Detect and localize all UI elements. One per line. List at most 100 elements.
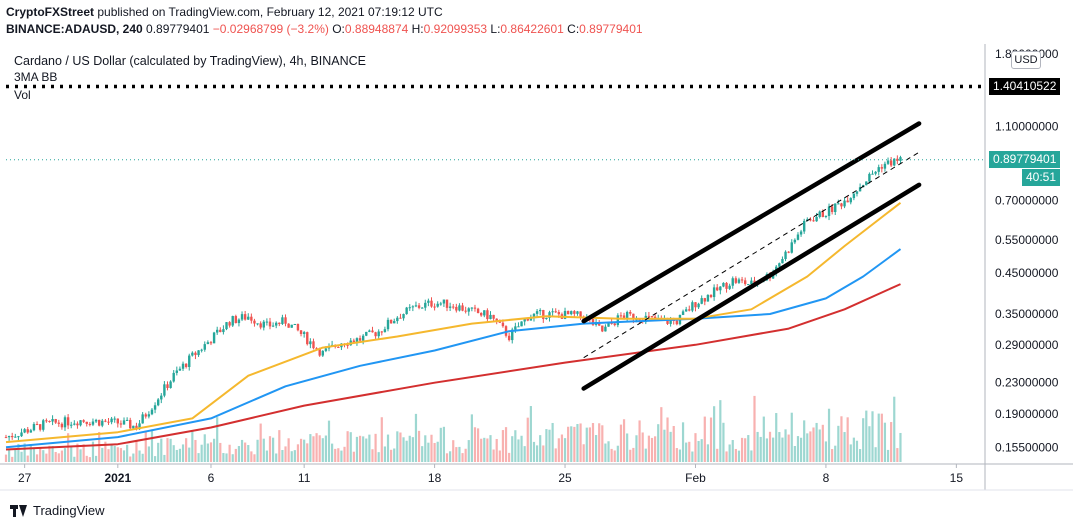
candle-body[interactable] — [442, 299, 446, 304]
candle-body[interactable] — [132, 425, 135, 429]
candle-body[interactable] — [32, 424, 36, 431]
candle-body[interactable] — [268, 321, 272, 327]
candle-body[interactable] — [253, 320, 256, 324]
candle-body[interactable] — [849, 198, 852, 203]
candle-body[interactable] — [467, 308, 470, 312]
candle-body[interactable] — [194, 352, 197, 356]
candle-body[interactable] — [358, 338, 362, 341]
candle-body[interactable] — [85, 421, 88, 424]
indicator-legend[interactable]: 3MA BB — [14, 70, 58, 84]
candle-body[interactable] — [191, 352, 194, 356]
candle-body[interactable] — [514, 326, 517, 330]
candle-body[interactable] — [858, 187, 862, 192]
candle-body[interactable] — [554, 311, 557, 313]
candle-body[interactable] — [299, 330, 303, 334]
candle-body[interactable] — [396, 317, 399, 322]
candle-body[interactable] — [424, 302, 427, 308]
candle-body[interactable] — [650, 316, 654, 318]
candle-body[interactable] — [629, 311, 632, 314]
candle-body[interactable] — [365, 331, 368, 336]
candle-body[interactable] — [529, 317, 533, 321]
candle-body[interactable] — [57, 422, 60, 424]
candle-body[interactable] — [557, 312, 561, 315]
candle-body[interactable] — [405, 307, 408, 315]
candle-body[interactable] — [846, 200, 849, 203]
candle-body[interactable] — [455, 306, 458, 311]
candle-body[interactable] — [26, 429, 29, 433]
candle-body[interactable] — [414, 305, 418, 307]
candle-body[interactable] — [566, 310, 570, 315]
candle-body[interactable] — [188, 355, 191, 367]
candle-body[interactable] — [492, 314, 495, 319]
candle-body[interactable] — [219, 329, 222, 333]
candle-body[interactable] — [734, 278, 738, 283]
candle-body[interactable] — [172, 372, 175, 382]
candle-body[interactable] — [14, 436, 17, 438]
candle-body[interactable] — [399, 317, 402, 319]
candle-body[interactable] — [824, 215, 828, 217]
candle-body[interactable] — [63, 417, 67, 428]
candle-body[interactable] — [278, 322, 281, 324]
candle-body[interactable] — [393, 321, 396, 324]
candle-body[interactable] — [483, 310, 486, 316]
candle-body[interactable] — [886, 160, 890, 164]
candle-body[interactable] — [697, 303, 700, 308]
candle-body[interactable] — [312, 341, 315, 349]
candle-body[interactable] — [73, 423, 76, 425]
candle-body[interactable] — [778, 263, 781, 267]
candle-body[interactable] — [259, 323, 262, 328]
candle-body[interactable] — [141, 414, 144, 424]
candle-body[interactable] — [138, 423, 141, 430]
candle-body[interactable] — [144, 414, 147, 417]
price-chart[interactable]: 1.10000000 0.70000000 0.55000000 0.45000000… — [0, 0, 1073, 500]
candle-body[interactable] — [573, 311, 576, 314]
candle-body[interactable] — [178, 368, 182, 371]
candle-body[interactable] — [476, 308, 480, 313]
candle-body[interactable] — [635, 319, 638, 321]
candle-body[interactable] — [570, 311, 573, 315]
candle-body[interactable] — [206, 342, 210, 345]
candle-body[interactable] — [402, 314, 405, 319]
candle-body[interactable] — [66, 417, 70, 426]
candle-body[interactable] — [436, 303, 439, 307]
candle-body[interactable] — [243, 314, 247, 320]
candle-body[interactable] — [461, 305, 464, 311]
candle-body[interactable] — [361, 335, 365, 341]
candle-body[interactable] — [101, 420, 104, 426]
channel-lower-line[interactable] — [581, 182, 922, 391]
candle-body[interactable] — [691, 302, 694, 311]
candle-body[interactable] — [784, 251, 787, 259]
candle-body[interactable] — [156, 399, 160, 406]
candle-body[interactable] — [889, 160, 893, 166]
candle-body[interactable] — [82, 420, 85, 422]
candle-body[interactable] — [222, 329, 225, 333]
candle-body[interactable] — [535, 311, 539, 314]
candle-body[interactable] — [147, 414, 151, 417]
candle-body[interactable] — [486, 310, 489, 320]
candle-body[interactable] — [163, 384, 166, 396]
candle-body[interactable] — [51, 419, 54, 422]
candle-body[interactable] — [91, 421, 95, 425]
candle-body[interactable] — [445, 299, 449, 308]
currency-button[interactable]: USD — [1011, 51, 1041, 69]
candle-body[interactable] — [532, 313, 536, 318]
candle-body[interactable] — [666, 318, 669, 324]
candle-body[interactable] — [346, 344, 349, 346]
candle-body[interactable] — [371, 330, 374, 333]
candle-body[interactable] — [383, 329, 387, 333]
candle-body[interactable] — [17, 436, 20, 438]
candle-body[interactable] — [240, 314, 244, 320]
candle-body[interactable] — [520, 321, 523, 327]
candle-body[interactable] — [790, 242, 793, 253]
candle-body[interactable] — [420, 307, 424, 309]
candle-body[interactable] — [458, 305, 461, 311]
candle-body[interactable] — [377, 331, 380, 337]
candle-body[interactable] — [827, 206, 831, 216]
candle-body[interactable] — [750, 280, 753, 285]
candle-body[interactable] — [700, 298, 703, 304]
candle-body[interactable] — [893, 158, 896, 166]
candle-body[interactable] — [104, 420, 107, 422]
candle-body[interactable] — [526, 318, 529, 321]
volume-legend[interactable]: Vol — [14, 88, 31, 102]
candle-body[interactable] — [796, 234, 800, 240]
